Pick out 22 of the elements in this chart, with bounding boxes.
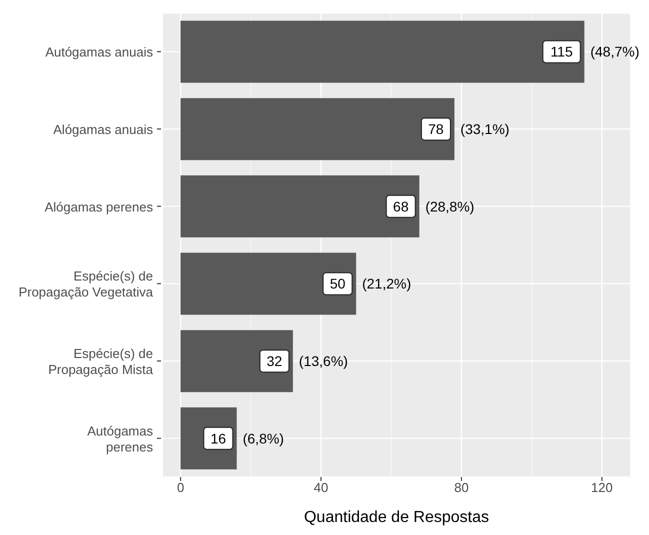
data-label: 68 (28,8%) bbox=[393, 198, 474, 214]
bar bbox=[180, 330, 293, 392]
bar bbox=[180, 175, 420, 238]
text: 115 (48,7%) bbox=[550, 44, 640, 60]
data-label: 78 (33,1%) bbox=[428, 121, 510, 138]
x-axis-title: Quantidade de Respostas bbox=[304, 509, 490, 526]
bar bbox=[180, 20, 584, 83]
y-tick-label: Alógamas anuais bbox=[53, 122, 154, 136]
data-label: 32 (13,6%) bbox=[266, 353, 348, 370]
bar bbox=[180, 252, 356, 315]
x-tick-label: 80 bbox=[454, 480, 469, 496]
y-tick-label: Espécie(s) de Propagação Mista bbox=[48, 346, 154, 376]
bar bbox=[180, 98, 454, 160]
x-tick-label: 0 bbox=[176, 480, 184, 496]
x-tick-label: 120 bbox=[591, 480, 613, 496]
data-label: 50 (21,2%) bbox=[330, 276, 412, 292]
y-tick-label: Autógamas perenes bbox=[87, 422, 154, 454]
y-tick-label: Alógamas perenes bbox=[44, 198, 154, 214]
y-tick-label: Autógamas anuais bbox=[45, 44, 154, 60]
x-tick-label: 40 bbox=[314, 480, 328, 496]
y-tick-label: Espécie(s) de Propagação Vegetativa bbox=[18, 268, 154, 300]
data-label: 16 (6,8%) bbox=[210, 430, 284, 446]
